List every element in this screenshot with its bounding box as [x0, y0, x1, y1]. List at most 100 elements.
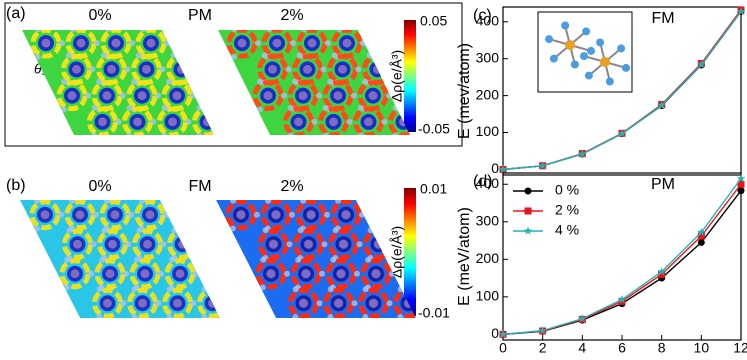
y-tick-label: 300 [476, 212, 500, 228]
ligand-atom [96, 314, 103, 318]
ligand-atom [125, 241, 132, 248]
ligand-atom [617, 44, 626, 53]
ligand-atom [584, 71, 593, 80]
ligand-atom [544, 35, 553, 44]
ligand-atom [59, 40, 65, 47]
ligand-atom [330, 256, 337, 263]
ligand-atom [221, 119, 227, 125]
ligand-atom [362, 78, 369, 85]
ligand-atom [262, 227, 269, 234]
ligand-atom [129, 40, 135, 47]
cr-atom [72, 238, 83, 250]
ligand-atom [66, 227, 73, 234]
ligand-atom [229, 225, 236, 232]
cr-atom [367, 90, 379, 102]
ligand-atom [196, 132, 203, 135]
ligand-atom [327, 78, 334, 85]
cr-atom [300, 268, 312, 280]
ligand-atom [320, 66, 327, 73]
cr-atom [565, 40, 575, 50]
ligand-atom [316, 300, 323, 307]
ligand-atom [292, 314, 299, 318]
ligand-atom [321, 241, 328, 248]
x-tick-label: 10 [694, 340, 710, 355]
map-caption: FM [188, 178, 211, 195]
ligand-atom [386, 300, 393, 307]
cr-atom [101, 90, 113, 102]
x-tick-label: 0 [499, 340, 507, 355]
ligand-atom [335, 200, 342, 204]
map-caption: 2% [280, 7, 303, 24]
cr-atom [110, 37, 122, 49]
x-tick-label: 6 [618, 340, 626, 355]
cr-atom [306, 37, 318, 49]
ligand-atom [255, 40, 261, 47]
ligand-atom [190, 92, 196, 99]
ligand-atom [230, 53, 237, 60]
ligand-atom [570, 60, 579, 69]
ligand-atom [163, 211, 169, 218]
series-line [502, 178, 742, 336]
ligand-atom [193, 270, 199, 277]
ligand-atom [33, 225, 40, 232]
ligand-atom [260, 256, 267, 263]
cr-atom [66, 90, 78, 102]
ligand-atom [292, 78, 299, 85]
ligand-atom [359, 211, 365, 218]
ligand-atom [596, 38, 605, 47]
cr-atom [207, 297, 218, 309]
cr-atom [235, 209, 247, 221]
cr-atom [137, 297, 148, 309]
ligand-atom [69, 200, 76, 204]
ligand-atom [331, 52, 338, 59]
cr-atom [305, 209, 317, 221]
ligand-atom [357, 132, 364, 135]
ligand-atom [131, 314, 138, 318]
ligand-atom [392, 104, 399, 111]
ligand-atom [605, 77, 614, 86]
cr-atom [102, 297, 113, 309]
ligand-atom [351, 300, 358, 307]
cr-atom [39, 209, 51, 221]
ligand-atom [366, 52, 373, 59]
cr-atom [174, 268, 186, 280]
cr-atom [97, 116, 108, 128]
ligand-atom [99, 256, 106, 263]
ligand-atom [123, 270, 129, 277]
y-tick-label: 400 [476, 12, 500, 28]
ligand-atom [115, 118, 122, 125]
y-tick-label: 200 [476, 86, 500, 102]
ligand-atom [355, 66, 362, 73]
point [498, 329, 508, 338]
ligand-atom [61, 78, 68, 85]
ligand-atom [185, 118, 192, 125]
legend-label: 4 % [555, 222, 579, 238]
cr-atom [177, 238, 188, 250]
point [498, 165, 508, 174]
ligand-atom [85, 92, 91, 99]
point [736, 174, 746, 183]
ligand-atom [90, 241, 97, 248]
density-map [22, 30, 227, 135]
ligand-atom [367, 227, 374, 234]
ligand-atom [63, 284, 70, 291]
ligand-atom [301, 30, 308, 33]
ligand-atom [362, 286, 369, 293]
legend-marker [523, 226, 533, 235]
y-tick-label: 400 [476, 175, 500, 191]
cr-atom [332, 90, 344, 102]
ligand-atom [136, 227, 143, 234]
ligand-atom [324, 211, 330, 218]
cr-atom [297, 90, 309, 102]
panel-label: (b) [6, 177, 26, 194]
map-caption: PM [188, 7, 212, 24]
cr-atom [141, 63, 152, 75]
cr-atom [107, 238, 118, 250]
ligand-atom [332, 227, 339, 234]
cr-atom [136, 90, 148, 102]
ligand-atom [91, 132, 98, 135]
ligand-atom [356, 241, 363, 248]
ligand-atom [336, 30, 343, 33]
point [578, 149, 587, 158]
plot-frame [502, 172, 742, 341]
